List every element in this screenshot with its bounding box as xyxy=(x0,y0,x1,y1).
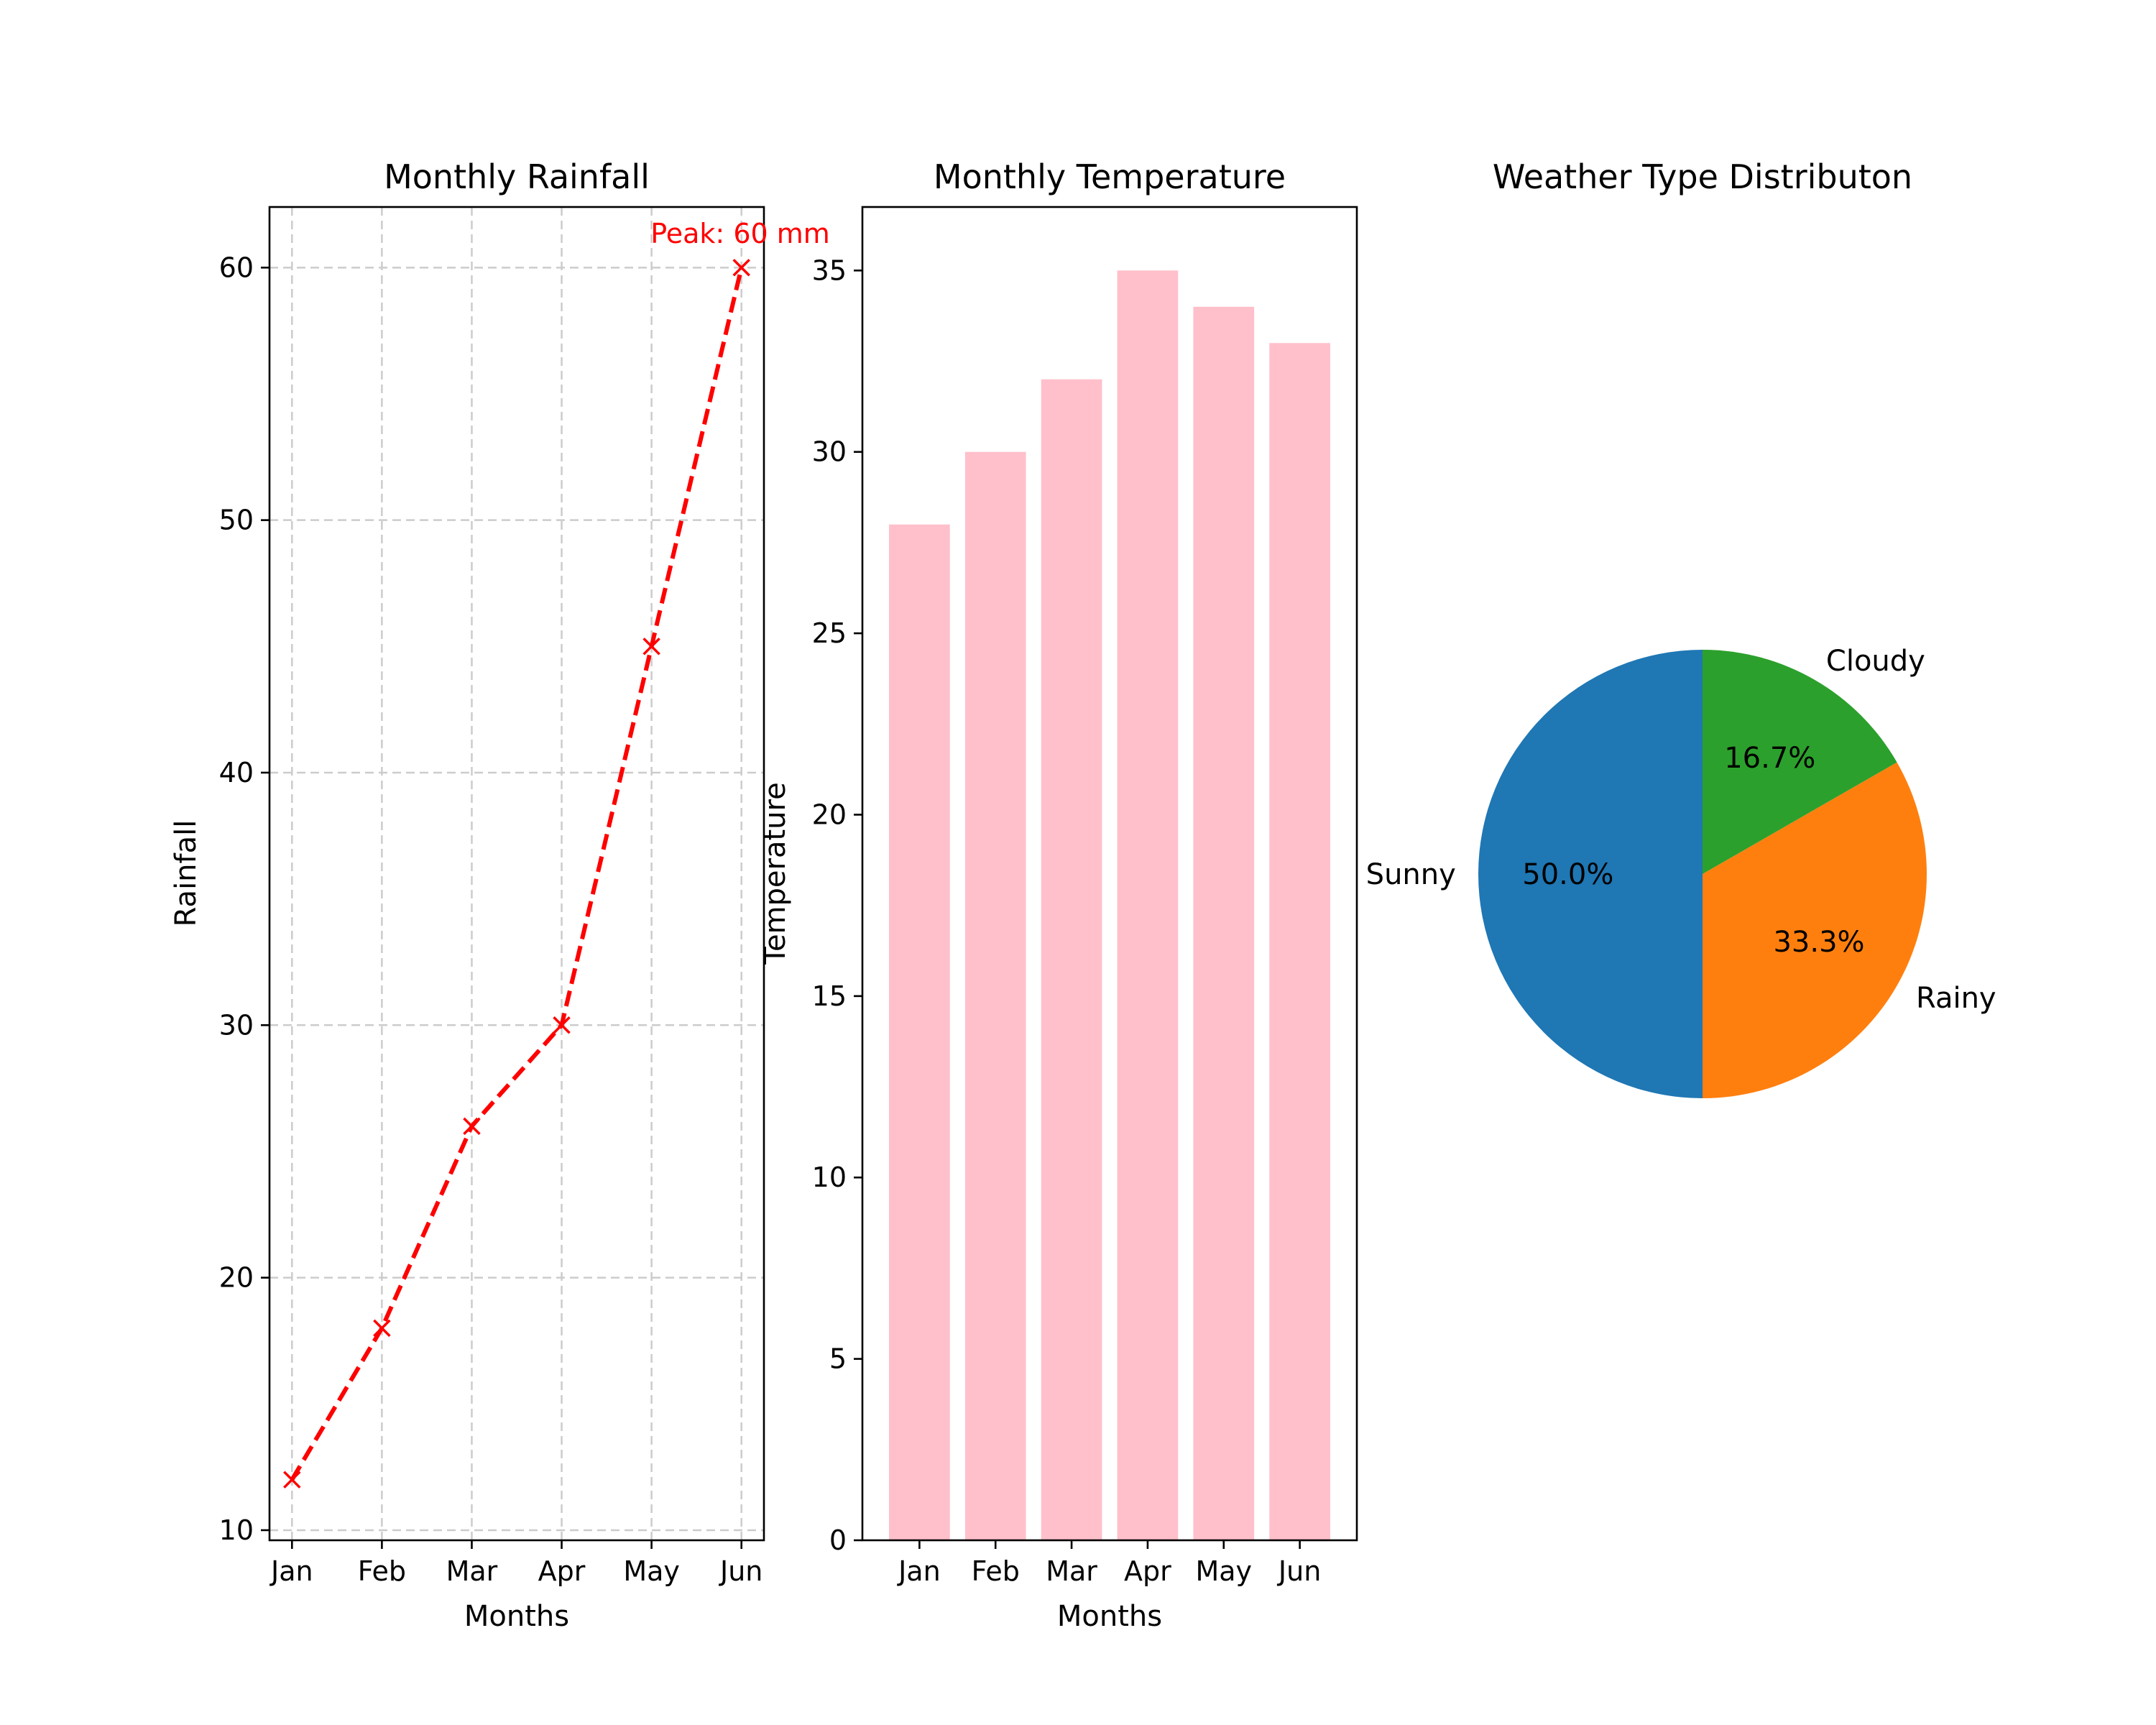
pie-label-rainy: Rainy xyxy=(1916,982,1996,1015)
temperature-bars xyxy=(889,270,1330,1541)
temperature-y-axis-label: Temperature xyxy=(759,782,792,965)
rainfall-y-tick-label-30: 30 xyxy=(219,1009,254,1041)
rainfall-x-tick-label-mar: Mar xyxy=(446,1555,498,1587)
rainfall-y-tick-label-10: 10 xyxy=(219,1514,254,1546)
temperature-x-tick-label-jun: Jun xyxy=(1277,1555,1321,1587)
rainfall-y-tick-label-60: 60 xyxy=(219,252,254,283)
temperature-y-tick-label-5: 5 xyxy=(829,1343,847,1375)
rainfall-point-mar xyxy=(463,1117,481,1136)
rainfall-y-axis-label: Rainfall xyxy=(170,820,203,927)
temperature-x-tick-label-feb: Feb xyxy=(972,1555,1020,1587)
temperature-x-tick-label-mar: Mar xyxy=(1046,1555,1097,1587)
rainfall-grid xyxy=(270,207,764,1540)
temperature-plot-frame xyxy=(861,206,1358,1542)
rainfall-y-tick-label-20: 20 xyxy=(219,1262,254,1294)
rainfall-series xyxy=(283,259,750,1489)
temperature-x-tick-label-apr: Apr xyxy=(1124,1555,1171,1587)
rainfall-point-feb xyxy=(373,1319,391,1338)
pie-percent-sunny: 50.0% xyxy=(1522,858,1613,891)
temperature-y-tick-label-20: 20 xyxy=(812,799,847,830)
temperature-x-tick-label-jan: Jan xyxy=(897,1555,941,1587)
rainfall-point-jan xyxy=(283,1471,301,1489)
temperature-bar-jun xyxy=(1269,343,1330,1541)
pie-label-sunny: Sunny xyxy=(1366,858,1456,891)
rainfall-point-jun xyxy=(732,259,750,277)
temperature-y-tick-label-30: 30 xyxy=(812,436,847,468)
rainfall-x-axis-label: Months xyxy=(464,1600,569,1633)
rainfall-x-tick-label-apr: Apr xyxy=(538,1555,586,1587)
pie-slice-cloudy xyxy=(1703,650,1897,874)
rainfall-x-tick-label-feb: Feb xyxy=(358,1555,406,1587)
rainfall-ticks: Jan Feb Mar Apr May Jun 10 20 30 40 50 60 xyxy=(219,252,763,1587)
rainfall-x-tick-label-jan: Jan xyxy=(270,1555,313,1587)
pie-percent-rainy: 33.3% xyxy=(1773,926,1864,959)
rainfall-y-tick-label-40: 40 xyxy=(219,757,254,788)
temperature-bar-mar xyxy=(1041,379,1102,1540)
rainfall-plot-frame xyxy=(268,206,765,1542)
temperature-bar-may xyxy=(1193,306,1255,1540)
rainfall-line-chart: Jan Feb Mar Apr May Jun 10 20 30 40 50 60 Monthly R… xyxy=(170,157,830,1633)
temperature-y-tick-label-0: 0 xyxy=(829,1524,847,1556)
rainfall-point-apr xyxy=(553,1016,571,1034)
pie-slice-sunny xyxy=(1478,650,1703,1098)
weather-pie-chart: Weather Type Distributon Sunny 50.0% Rainy… xyxy=(1366,157,1996,1098)
temperature-bar-apr xyxy=(1117,270,1179,1540)
temperature-y-tick-label-10: 10 xyxy=(812,1162,847,1193)
pie-slice-rainy xyxy=(1703,762,1927,1098)
weather-pie-slices xyxy=(1478,650,1927,1098)
temperature-y-tick-label-15: 15 xyxy=(812,980,847,1012)
temperature-bar-chart: Jan Feb Mar Apr May Jun 0 5 10 15 20 25 30 35 Monthly… xyxy=(759,157,1358,1633)
rainfall-peak-annotation: Peak: 60 mm xyxy=(650,218,830,249)
rainfall-y-tick-label-50: 50 xyxy=(219,505,254,536)
weather-pie-title: Weather Type Distributon xyxy=(1493,157,1912,196)
temperature-bar-feb xyxy=(964,451,1026,1540)
temperature-chart-title: Monthly Temperature xyxy=(934,157,1286,196)
temperature-y-tick-label-35: 35 xyxy=(812,254,847,286)
pie-percent-cloudy: 16.7% xyxy=(1724,742,1815,775)
temperature-x-axis-label: Months xyxy=(1057,1600,1162,1633)
rainfall-chart-title: Monthly Rainfall xyxy=(384,157,650,196)
rainfall-x-tick-label-may: May xyxy=(623,1555,680,1587)
rainfall-x-tick-label-jun: Jun xyxy=(719,1555,763,1587)
temperature-x-tick-label-may: May xyxy=(1195,1555,1252,1587)
temperature-bar-jan xyxy=(889,524,950,1540)
temperature-ticks: Jan Feb Mar Apr May Jun 0 5 10 15 20 25 30 35 xyxy=(812,254,1322,1587)
weather-pie-labels: Sunny 50.0% Rainy 33.3% Cloudy 16.7% xyxy=(1366,645,1996,1015)
pie-label-cloudy: Cloudy xyxy=(1826,645,1925,678)
temperature-y-tick-label-25: 25 xyxy=(812,617,847,649)
rainfall-point-may xyxy=(642,638,660,656)
rainfall-series-line xyxy=(290,267,744,1481)
